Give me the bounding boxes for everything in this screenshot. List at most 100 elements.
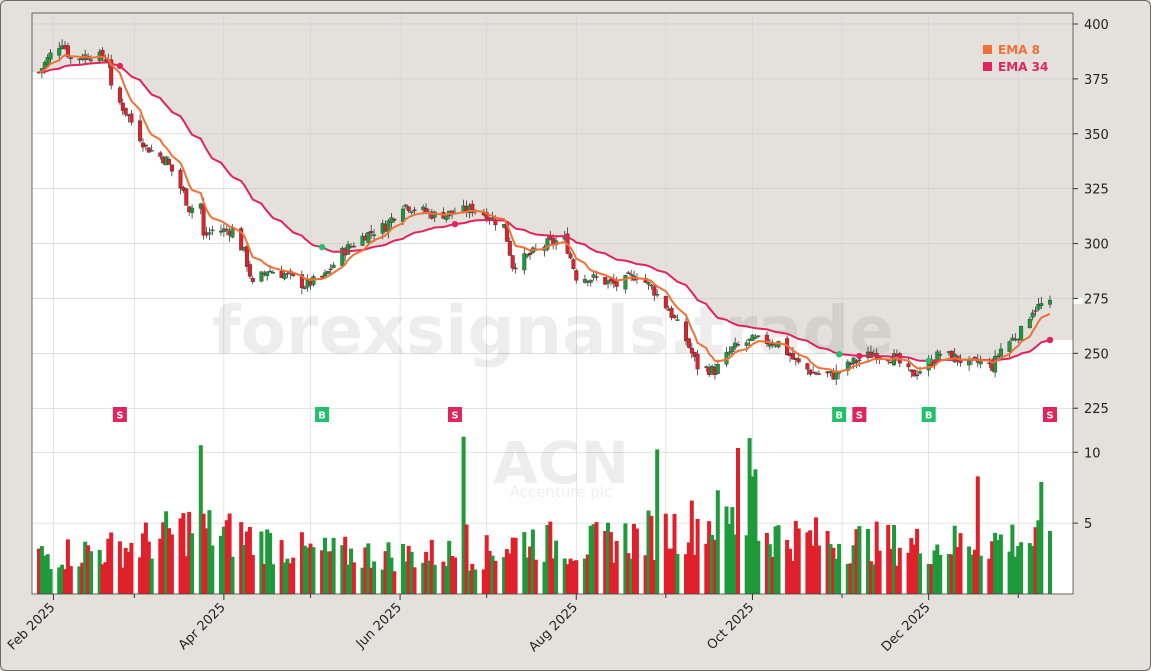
volume-bar — [447, 540, 452, 594]
volume-bar — [279, 540, 284, 594]
candle-body — [528, 252, 533, 256]
price-tick-label: 300 — [1084, 238, 1109, 253]
candle-body — [978, 360, 983, 365]
volume-bar — [854, 529, 859, 594]
volume-bar — [591, 524, 596, 594]
volume-bar — [993, 532, 998, 594]
volume-bar — [187, 511, 192, 594]
volume-bar — [611, 562, 616, 594]
date-tick-label: Apr 2025 — [176, 600, 229, 653]
candle-body — [522, 253, 527, 271]
signal-label: B — [925, 411, 933, 422]
candle-body — [993, 356, 998, 373]
volume-bar — [167, 528, 171, 594]
candle-body — [117, 87, 122, 103]
volume-bar — [37, 548, 41, 594]
volume-bar — [938, 555, 943, 594]
volume-bar — [65, 539, 70, 594]
candle-body — [614, 281, 619, 287]
volume-bar — [695, 518, 700, 594]
volume-bar — [949, 554, 954, 594]
volume-bar — [790, 561, 795, 594]
volume-bar — [461, 436, 466, 594]
volume-bar — [851, 545, 856, 594]
volume-bar — [1033, 527, 1038, 594]
volume-bar — [793, 521, 798, 594]
volume-bar — [288, 563, 293, 594]
candle-body — [753, 337, 758, 339]
volume-bar — [198, 445, 203, 594]
candle-body — [513, 267, 518, 270]
candle-body — [525, 254, 530, 257]
volume-bar — [958, 533, 963, 594]
volume-bar — [117, 541, 122, 594]
volume-bar — [146, 541, 151, 594]
volume-bar — [736, 448, 740, 594]
candle-body — [299, 274, 304, 288]
volume-bar — [689, 500, 694, 594]
volume-bar — [733, 534, 738, 594]
candle-body — [684, 321, 689, 342]
volume-bar — [268, 532, 273, 594]
volume-bar — [987, 558, 992, 594]
signal-dot — [856, 352, 863, 360]
volume-bar — [227, 513, 232, 594]
volume-bar — [412, 567, 417, 594]
volume-bar — [744, 535, 749, 594]
volume-bar — [493, 560, 498, 594]
volume-bar — [1019, 542, 1024, 594]
candle-body — [646, 282, 651, 285]
price-tick-label: 350 — [1084, 128, 1109, 143]
volume-bar — [349, 548, 353, 594]
volume-bar — [785, 539, 790, 594]
candle-body — [282, 273, 287, 280]
candle-body — [626, 272, 631, 275]
volume-bar — [39, 546, 44, 594]
volume-bar — [727, 524, 732, 594]
candle-body — [568, 253, 573, 259]
volume-bar — [204, 528, 209, 594]
candle-body — [715, 364, 720, 374]
candle-body — [606, 280, 611, 284]
volume-bar — [328, 551, 333, 594]
candle-body — [285, 273, 290, 275]
volume-bar — [383, 551, 388, 594]
candle-body — [120, 102, 125, 111]
volume-bar — [123, 547, 128, 594]
candle-body — [689, 347, 694, 354]
legend-swatch — [983, 45, 992, 54]
volume-bar — [421, 562, 426, 594]
volume-bar — [265, 529, 270, 594]
volume-bar — [646, 510, 651, 594]
date-tick-label: Jun 2025 — [353, 600, 405, 652]
candle-body — [65, 45, 70, 58]
candle-body — [857, 359, 862, 362]
candle-body — [328, 268, 333, 271]
volume-bar — [305, 547, 310, 594]
volume-bar — [525, 557, 530, 594]
volume-bar — [363, 547, 368, 594]
volume-bar — [467, 570, 472, 594]
candle-body — [331, 264, 336, 268]
volume-bar — [77, 566, 82, 594]
candle-body — [409, 211, 414, 213]
price-panel-background — [32, 13, 1083, 594]
volume-bar — [551, 558, 556, 594]
volume-bar — [259, 531, 264, 594]
candle-body — [201, 203, 206, 236]
candle-body — [302, 287, 307, 289]
volume-bar — [946, 554, 951, 594]
volume-bar — [141, 533, 145, 594]
volume-bar — [669, 548, 674, 594]
volume-bar — [424, 551, 429, 594]
volume-bar — [871, 564, 876, 594]
volume-bar — [484, 535, 489, 594]
volume-bar — [692, 554, 697, 594]
candle-body — [1019, 326, 1024, 341]
volume-bar — [502, 557, 507, 594]
candle-body — [695, 354, 700, 370]
candle-body — [320, 275, 325, 278]
volume-bar — [169, 534, 174, 594]
volume-bar — [510, 537, 515, 594]
